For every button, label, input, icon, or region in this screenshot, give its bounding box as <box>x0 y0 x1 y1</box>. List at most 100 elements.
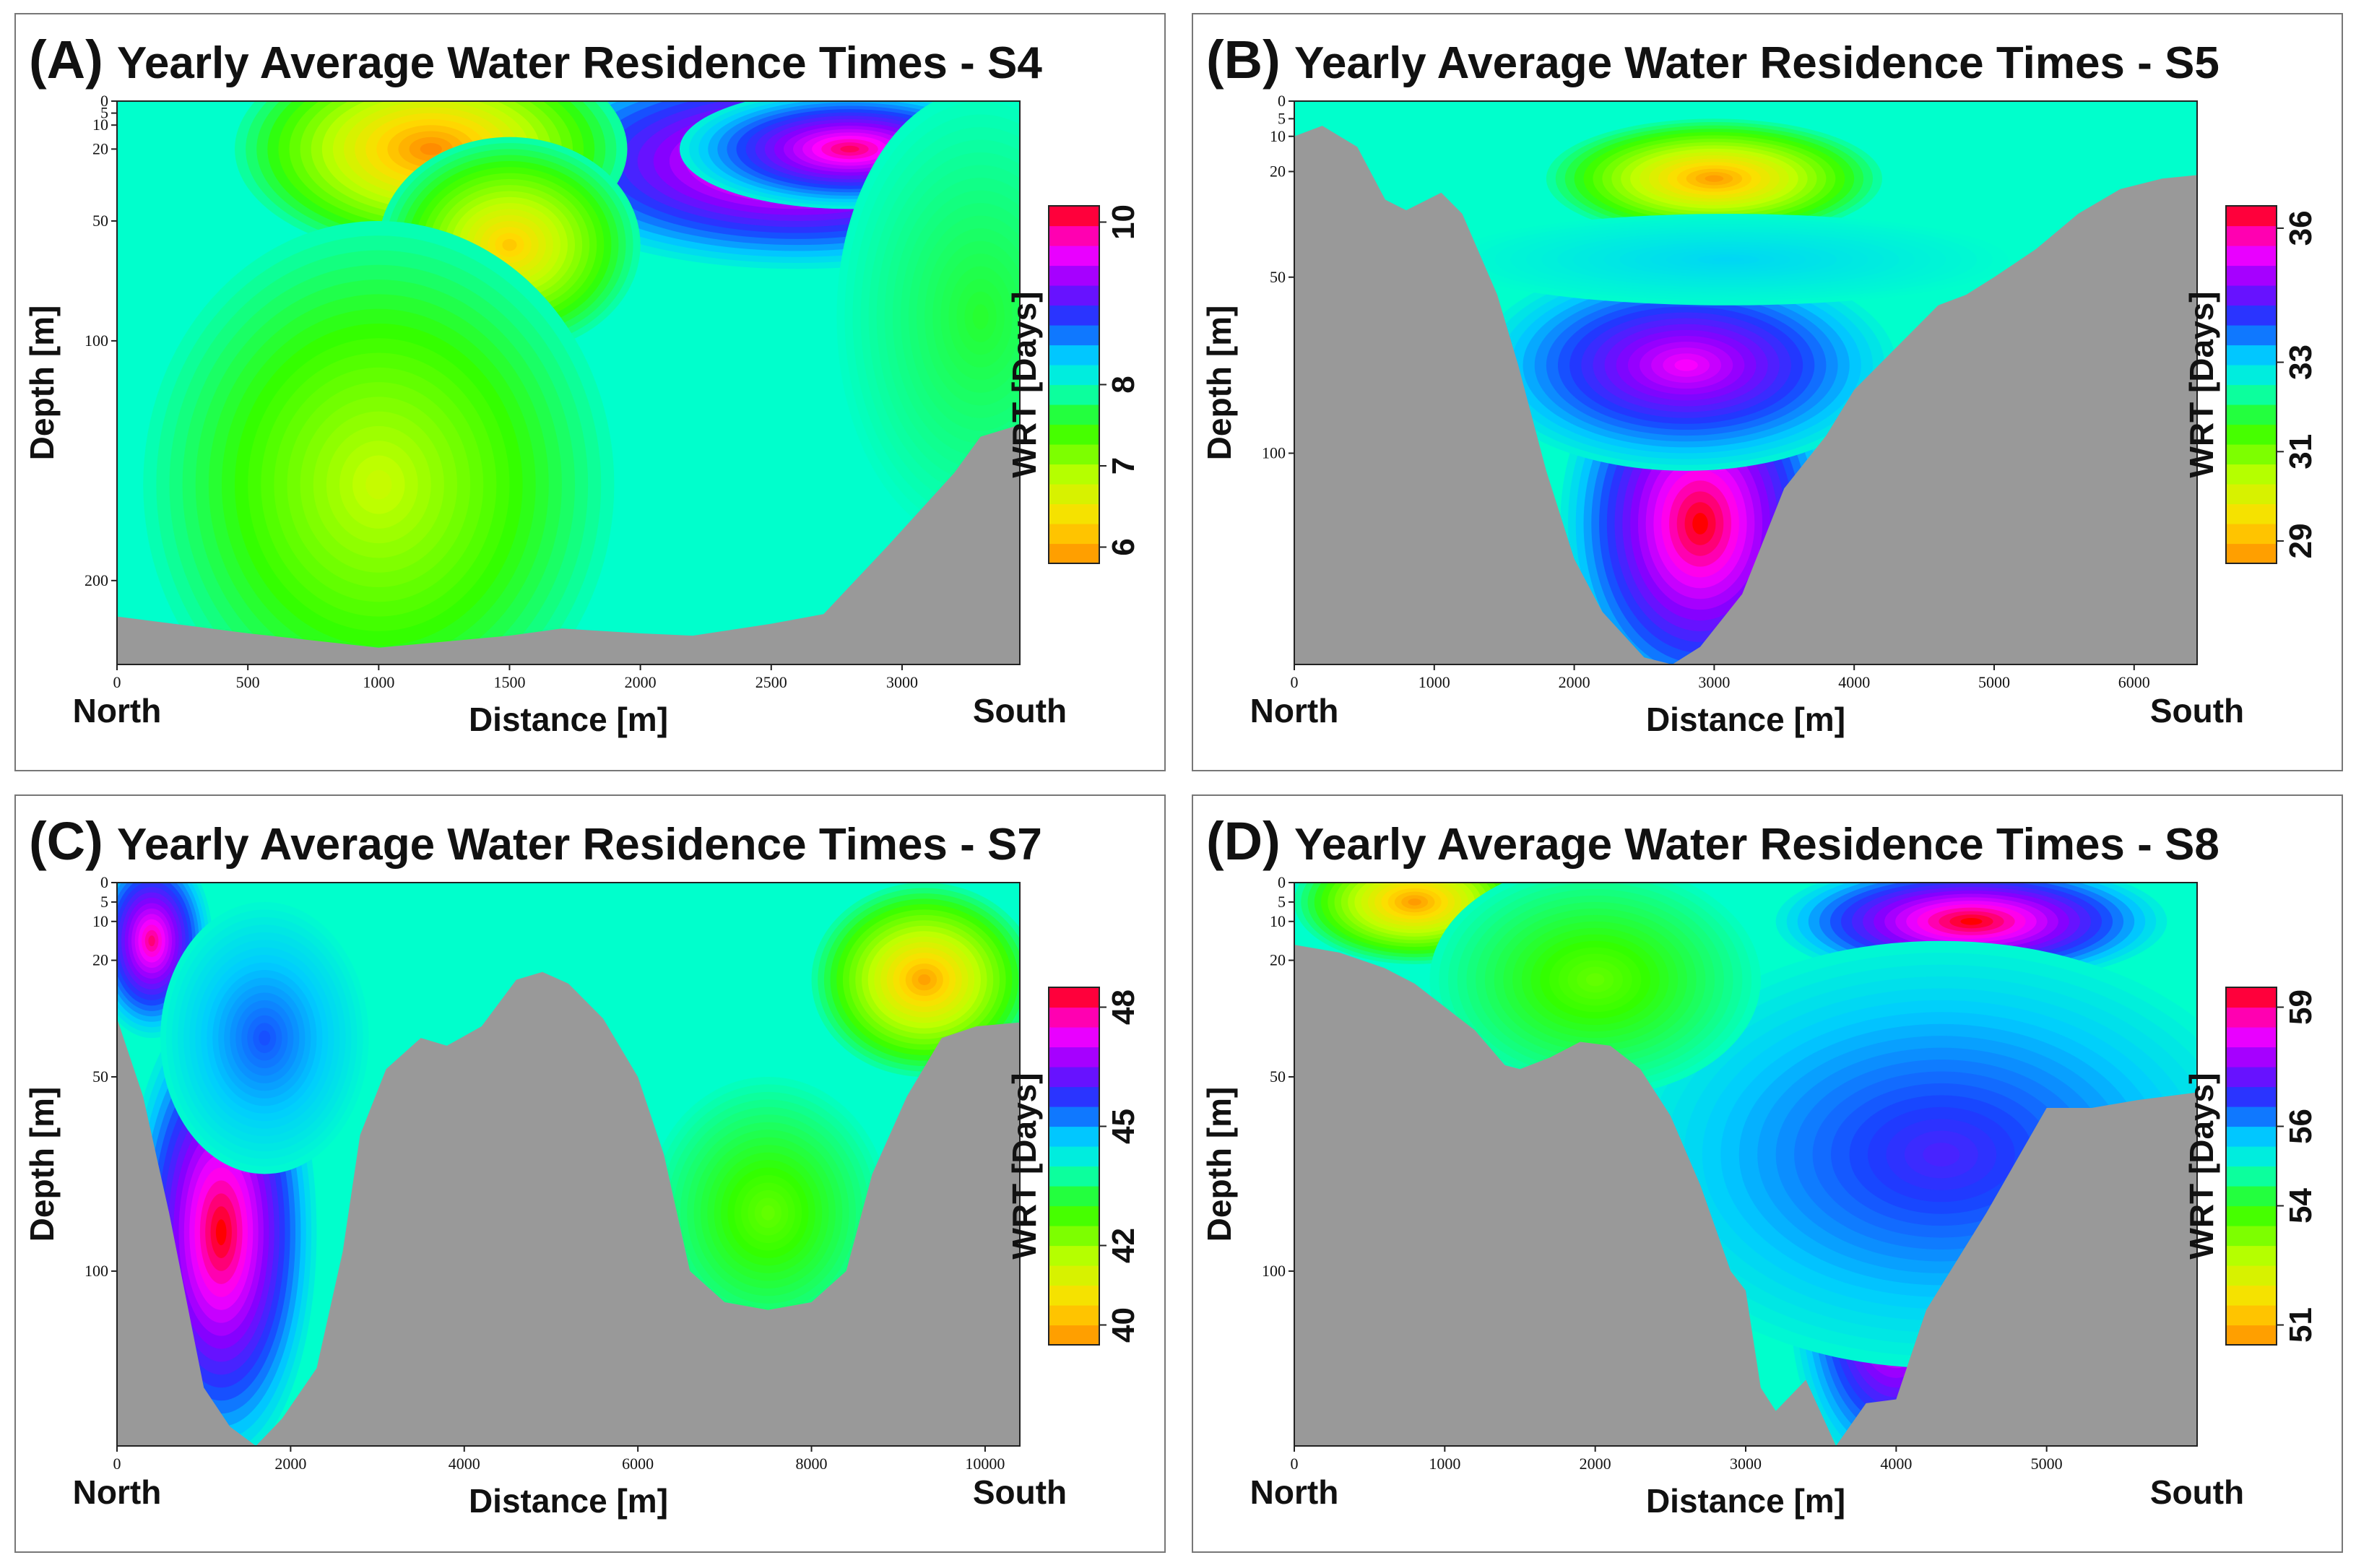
colorbar-band <box>2226 444 2277 465</box>
colorbar-band <box>1049 325 1099 346</box>
colorbar-band <box>2226 1265 2277 1286</box>
y-tick-label: 100 <box>1262 444 1286 462</box>
colorbar-band <box>1049 1027 1099 1048</box>
x-tick-label: 3000 <box>1698 673 1730 691</box>
y-tick-label: 100 <box>85 332 108 350</box>
colorbar-band <box>2226 265 2277 286</box>
colorbar-band <box>2226 987 2277 1008</box>
y-axis-title: Depth [m] <box>1200 1087 1238 1242</box>
colorbar-band <box>2226 1106 2277 1127</box>
y-tick-label: 10 <box>92 116 108 134</box>
colorbar-band <box>1049 246 1099 267</box>
y-tick-label: 100 <box>85 1262 108 1280</box>
panel-a: 0 500 1000 1500 2000 2500 3000 0 5 10 20 50 100 200 (A… <box>14 13 1166 771</box>
contour-feature <box>1546 118 1882 239</box>
contour-band <box>502 238 517 251</box>
contour-band <box>1960 918 1983 925</box>
contour-feature <box>1610 940 2197 1369</box>
colorbar-band <box>2226 1226 2277 1247</box>
colorbar-band <box>2226 285 2277 306</box>
x-tick-label: 1000 <box>1419 673 1450 691</box>
x-tick-label: 4000 <box>1838 673 1870 691</box>
chart-title: Yearly Average Water Residence Times - S… <box>1294 38 2219 88</box>
panel-d: 0 1000 2000 3000 4000 5000 0 5 10 20 50 100 (D) Yearl… <box>1192 794 2343 1553</box>
colorbar-band <box>2226 503 2277 524</box>
colorbar-band <box>2226 345 2277 365</box>
contour-band <box>972 304 989 330</box>
colorbar-band <box>2226 1245 2277 1266</box>
colorbar-band <box>1049 1186 1099 1207</box>
colorbar-band <box>1049 444 1099 465</box>
x-tick-label: 0 <box>1291 1455 1299 1473</box>
contour-band <box>761 1205 775 1221</box>
y-axis-title: Depth [m] <box>1200 306 1238 461</box>
x-tick-label: 2000 <box>1559 673 1590 691</box>
y-tick-label: 5 <box>1278 109 1286 127</box>
x-tick-label: 0 <box>113 1455 121 1473</box>
contour-feature <box>811 883 1020 1077</box>
seabed-bathymetry <box>117 971 1020 1446</box>
contour-field <box>1294 883 2197 1446</box>
colorbar-tick-label: 33 <box>2283 345 2318 380</box>
colorbar: 51 54 56 59 WRT [Days] <box>2183 987 2318 1346</box>
y-axis-title: Depth [m] <box>23 306 61 461</box>
colorbar-band <box>1049 365 1099 386</box>
colorbar-tick-label: 29 <box>2283 524 2318 559</box>
colorbar-band <box>1049 1067 1099 1088</box>
x-tick-label: 1500 <box>493 673 525 691</box>
x-tick-label: 2500 <box>755 673 787 691</box>
x-axis-title: Distance [m] <box>1646 701 1845 738</box>
contour-band <box>148 935 155 947</box>
y-tick-label: 5 <box>1278 893 1286 911</box>
plot-frame <box>116 100 1021 665</box>
x-tick-label: 1000 <box>363 673 394 691</box>
colorbar-band <box>2226 1325 2277 1346</box>
colorbar-band <box>1049 225 1099 246</box>
colorbar-band <box>2226 1007 2277 1028</box>
colorbar-band <box>2226 225 2277 246</box>
contour-field <box>117 101 1020 664</box>
y-tick-label: 0 <box>100 873 108 891</box>
colorbar-tick-label: 59 <box>2283 989 2318 1025</box>
colorbar-band <box>1049 1305 1099 1326</box>
colorbar-tick-label: 6 <box>1106 538 1141 555</box>
colorbar-band <box>1049 1285 1099 1306</box>
contour-band <box>1692 513 1708 534</box>
colorbar-band <box>2226 424 2277 445</box>
colorbar-band <box>1049 1226 1099 1247</box>
contour-feature <box>378 137 641 353</box>
y-tick-label: 10 <box>92 912 108 930</box>
panel-c: 0 2000 4000 6000 8000 10000 0 5 10 20 50 100 (C) Year… <box>14 794 1166 1553</box>
colorbar-band <box>1049 1007 1099 1028</box>
colorbar-band <box>1049 1106 1099 1127</box>
contour-feature <box>160 901 369 1174</box>
colorbar-band <box>2226 404 2277 425</box>
x-tick-label: 4000 <box>449 1455 480 1473</box>
colorbar-band <box>2226 543 2277 564</box>
contour-band <box>1674 359 1698 371</box>
colorbar-band <box>2226 1047 2277 1067</box>
panel-letter: (D) <box>1206 811 1281 871</box>
x-tick-label: 3000 <box>886 673 918 691</box>
y-tick-label: 20 <box>92 951 108 969</box>
panel-letter: (C) <box>29 811 103 871</box>
colorbar-band <box>2226 1285 2277 1306</box>
colorbar-band <box>2226 325 2277 346</box>
colorbar-band <box>1049 1265 1099 1286</box>
y-axis-title: Depth [m] <box>23 1087 61 1242</box>
colorbar-band <box>2226 206 2277 227</box>
colorbar-band <box>1049 503 1099 524</box>
contour-band <box>1923 1143 1960 1166</box>
colorbar-band <box>2226 246 2277 267</box>
y-tick-label: 200 <box>85 571 108 589</box>
colorbar-tick-label: 36 <box>2283 210 2318 246</box>
y-tick-label: 20 <box>1270 951 1286 969</box>
colorbar-band <box>1049 1325 1099 1346</box>
contour-band <box>259 1030 271 1046</box>
north-label: North <box>1250 692 1339 729</box>
contour-feature <box>1429 883 1761 1096</box>
colorbar-tick-label: 51 <box>2283 1307 2318 1343</box>
colorbar-band <box>1049 464 1099 485</box>
x-tick-label: 2000 <box>625 673 657 691</box>
